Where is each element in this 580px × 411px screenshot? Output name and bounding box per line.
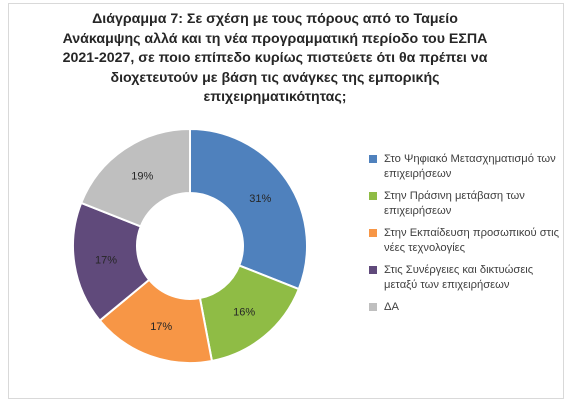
legend-swatch	[369, 266, 377, 274]
legend-item: Στις Συνέργειες και δικτυώσεις μεταξύ τω…	[366, 263, 566, 292]
slice-data-label: 31%	[249, 193, 271, 205]
legend-item: ΔΑ	[366, 300, 566, 315]
legend-label: Στην Εκπαίδευση προσωπικού στις νέες τεχ…	[384, 227, 559, 254]
legend-item: Στην Πράσινη μετάβαση των επιχειρήσεων	[366, 189, 566, 218]
chart-title: Διάγραμμα 7: Σε σχέση με τους πόρους από…	[62, 11, 488, 105]
slice-data-label: 17%	[150, 321, 172, 333]
donut-slice	[79, 127, 191, 228]
slice-data-label: 17%	[95, 254, 117, 266]
legend-item: Στην Εκπαίδευση προσωπικού στις νέες τεχ…	[366, 226, 566, 255]
slice-data-label: 19%	[131, 171, 153, 183]
chart-legend: Στο Ψηφιακό Μετασχηματισμό των επιχειρήσ…	[366, 152, 566, 323]
legend-label: Στις Συνέργειες και δικτυώσεις μεταξύ τω…	[384, 264, 534, 291]
donut-slice	[189, 127, 308, 291]
legend-swatch	[369, 155, 377, 163]
legend-swatch	[369, 229, 377, 237]
legend-label: ΔΑ	[384, 301, 399, 313]
legend-item: Στο Ψηφιακό Μετασχηματισμό των επιχειρήσ…	[366, 152, 566, 181]
legend-label: Στην Πράσινη μετάβαση των επιχειρήσεων	[384, 190, 525, 217]
legend-swatch	[369, 303, 377, 311]
slice-data-label: 16%	[233, 306, 255, 318]
legend-label: Στο Ψηφιακό Μετασχηματισμό των επιχειρήσ…	[384, 153, 556, 180]
legend-swatch	[369, 192, 377, 200]
donut-slice	[198, 264, 301, 363]
